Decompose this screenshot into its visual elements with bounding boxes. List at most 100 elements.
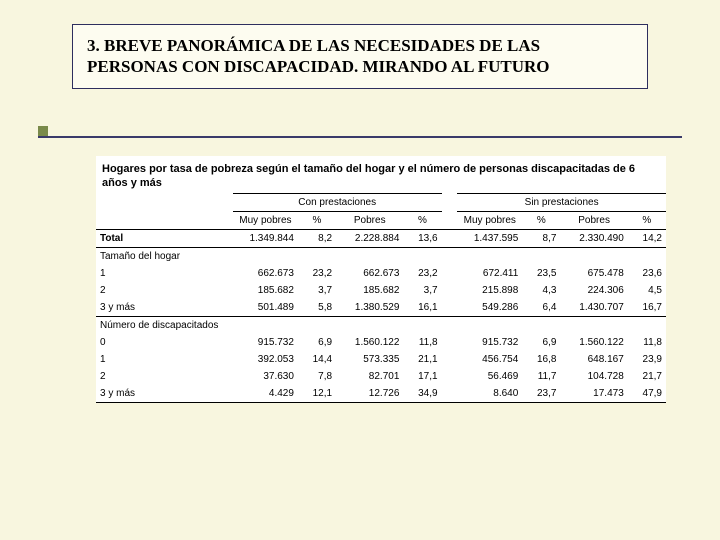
cell: 392.053 xyxy=(233,351,298,368)
cell-total-label: Total xyxy=(96,229,233,247)
title-underline xyxy=(38,136,682,138)
cell: 1 xyxy=(96,265,233,282)
cell: 2 xyxy=(96,282,233,299)
cell: 2.330.490 xyxy=(560,229,627,247)
cell: 23,9 xyxy=(628,351,666,368)
column-header-row: Muy pobres % Pobres % Muy pobres % Pobre… xyxy=(96,211,666,229)
table-row: 1 392.05314,4573.33521,1 456.75416,8648.… xyxy=(96,351,666,368)
cell: 82.701 xyxy=(336,368,403,385)
cell: 573.335 xyxy=(336,351,403,368)
cell: 6,4 xyxy=(522,299,560,317)
cell: 16,7 xyxy=(628,299,666,317)
group-header-row: Con prestaciones Sin prestaciones xyxy=(96,193,666,211)
section1-label: Tamaño del hogar xyxy=(96,247,666,265)
cell: 13,6 xyxy=(403,229,441,247)
col-pct-2: % xyxy=(403,211,441,229)
group-sin-prestaciones: Sin prestaciones xyxy=(457,193,666,211)
cell: 23,2 xyxy=(403,265,441,282)
cell: 47,9 xyxy=(628,385,666,403)
row-section2-header: Número de discapacitados xyxy=(96,316,666,334)
cell: 104.728 xyxy=(560,368,627,385)
cell: 14,2 xyxy=(628,229,666,247)
cell: 1.560.122 xyxy=(560,334,627,351)
cell: 12,1 xyxy=(298,385,336,403)
cell: 185.682 xyxy=(336,282,403,299)
cell: 23,7 xyxy=(522,385,560,403)
cell: 23,6 xyxy=(628,265,666,282)
table-title: Hogares por tasa de pobreza según el tam… xyxy=(96,156,666,193)
cell: 662.673 xyxy=(336,265,403,282)
group-con-prestaciones: Con prestaciones xyxy=(233,193,442,211)
cell: 17,1 xyxy=(403,368,441,385)
cell: 8,2 xyxy=(298,229,336,247)
table-row: 3 y más 4.42912,112.72634,9 8.64023,717.… xyxy=(96,385,666,403)
cell: 3,7 xyxy=(403,282,441,299)
cell: 215.898 xyxy=(457,282,522,299)
cell: 501.489 xyxy=(233,299,298,317)
row-section1-header: Tamaño del hogar xyxy=(96,247,666,265)
col-pct-3: % xyxy=(522,211,560,229)
cell: 1.437.595 xyxy=(457,229,522,247)
table-row: 3 y más 501.4895,81.380.52916,1 549.2866… xyxy=(96,299,666,317)
col-pobres-2: Pobres xyxy=(560,211,627,229)
bullet-square xyxy=(38,126,48,136)
cell: 224.306 xyxy=(560,282,627,299)
cell: 1 xyxy=(96,351,233,368)
cell: 4,3 xyxy=(522,282,560,299)
cell: 56.469 xyxy=(457,368,522,385)
col-pobres-1: Pobres xyxy=(336,211,403,229)
cell: 37.630 xyxy=(233,368,298,385)
cell: 12.726 xyxy=(336,385,403,403)
cell: 1.430.707 xyxy=(560,299,627,317)
section2-label: Número de discapacitados xyxy=(96,316,666,334)
cell: 23,5 xyxy=(522,265,560,282)
cell: 5,8 xyxy=(298,299,336,317)
cell: 672.411 xyxy=(457,265,522,282)
cell: 34,9 xyxy=(403,385,441,403)
col-pct-4: % xyxy=(628,211,666,229)
poverty-table: Con prestaciones Sin prestaciones Muy po… xyxy=(96,193,666,403)
cell: 21,1 xyxy=(403,351,441,368)
table-row: 2 185.6823,7185.6823,7 215.8984,3224.306… xyxy=(96,282,666,299)
cell: 14,4 xyxy=(298,351,336,368)
cell: 7,8 xyxy=(298,368,336,385)
cell: 2.228.884 xyxy=(336,229,403,247)
cell: 23,2 xyxy=(298,265,336,282)
cell: 3 y más xyxy=(96,299,233,317)
cell: 11,7 xyxy=(522,368,560,385)
cell: 8,7 xyxy=(522,229,560,247)
cell: 549.286 xyxy=(457,299,522,317)
cell: 4.429 xyxy=(233,385,298,403)
col-muy-pobres-2: Muy pobres xyxy=(457,211,522,229)
cell: 2 xyxy=(96,368,233,385)
cell: 3,7 xyxy=(298,282,336,299)
cell: 1.560.122 xyxy=(336,334,403,351)
table-row: 1 662.67323,2662.67323,2 672.41123,5675.… xyxy=(96,265,666,282)
col-pct-1: % xyxy=(298,211,336,229)
cell: 662.673 xyxy=(233,265,298,282)
cell: 11,8 xyxy=(403,334,441,351)
cell: 3 y más xyxy=(96,385,233,403)
table-row: 2 37.6307,882.70117,1 56.46911,7104.7282… xyxy=(96,368,666,385)
row-total: Total 1.349.844 8,2 2.228.884 13,6 1.437… xyxy=(96,229,666,247)
cell: 16,1 xyxy=(403,299,441,317)
cell: 4,5 xyxy=(628,282,666,299)
cell: 6,9 xyxy=(298,334,336,351)
cell: 6,9 xyxy=(522,334,560,351)
table-row: 0 915.7326,91.560.12211,8 915.7326,91.56… xyxy=(96,334,666,351)
cell: 185.682 xyxy=(233,282,298,299)
cell: 1.349.844 xyxy=(233,229,298,247)
cell: 456.754 xyxy=(457,351,522,368)
cell: 21,7 xyxy=(628,368,666,385)
cell: 1.380.529 xyxy=(336,299,403,317)
slide-title: 3. BREVE PANORÁMICA DE LAS NECESIDADES D… xyxy=(87,35,633,78)
cell: 17.473 xyxy=(560,385,627,403)
cell: 915.732 xyxy=(457,334,522,351)
cell: 675.478 xyxy=(560,265,627,282)
col-muy-pobres-1: Muy pobres xyxy=(233,211,298,229)
cell: 648.167 xyxy=(560,351,627,368)
cell: 16,8 xyxy=(522,351,560,368)
data-table-container: Hogares por tasa de pobreza según el tam… xyxy=(96,156,666,403)
cell: 8.640 xyxy=(457,385,522,403)
cell: 915.732 xyxy=(233,334,298,351)
